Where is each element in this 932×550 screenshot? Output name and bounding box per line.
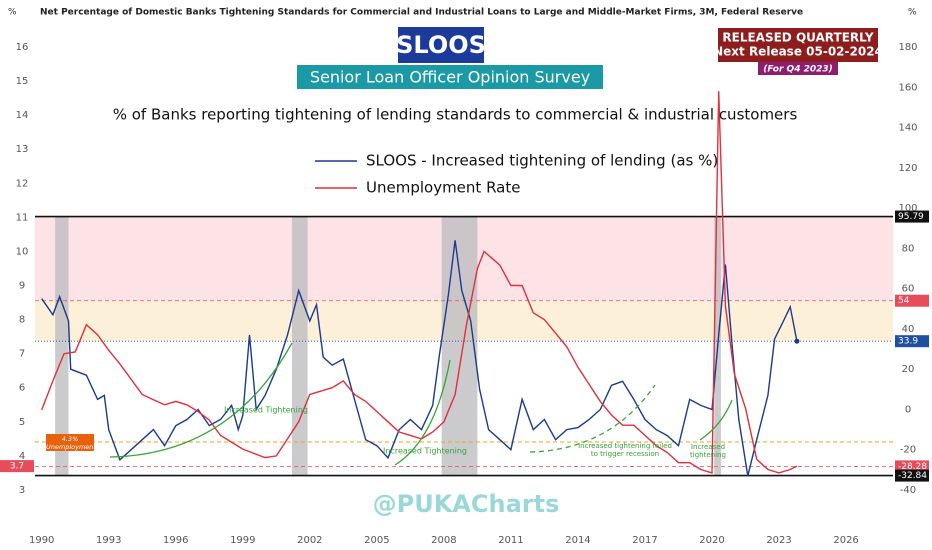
- y-tick-label: 5: [19, 417, 25, 428]
- x-tick-label: 1990: [29, 535, 54, 546]
- release-text: (For Q4 2023): [763, 65, 833, 75]
- annotation: Increased tightening failed to trigger r…: [578, 442, 672, 458]
- y-tick-label: 11: [16, 212, 29, 223]
- x-tick-label: 2026: [833, 535, 858, 546]
- axes-layer: 95.79 54 33.9 -28.28-32.84 3.7 3 4 5 6 7 8 9 10 11 12 1…: [0, 42, 929, 546]
- recession: [55, 216, 69, 476]
- value-flag-label: 54: [898, 296, 910, 306]
- y2-tick-label: 180: [898, 42, 917, 53]
- x-tick-label: 1999: [230, 535, 255, 546]
- x-tick-label: 2017: [632, 535, 657, 546]
- x-tick-label: 2020: [699, 535, 724, 546]
- watermark: @PUKACharts: [373, 490, 560, 518]
- y-tick-label: 6: [19, 383, 25, 394]
- value-flag: [895, 294, 929, 307]
- series-line: [41, 91, 798, 474]
- y2-tick-label: -20: [900, 445, 916, 456]
- series-line: [41, 240, 798, 477]
- y2-tick-label: 160: [898, 82, 917, 93]
- annotation-box: 4.3% Unemployment: [46, 435, 94, 451]
- subtitle-box: [297, 65, 603, 89]
- y-tick-label: 3: [19, 485, 25, 496]
- chart-title: SLOOS: [396, 31, 486, 59]
- value-flag: [895, 335, 929, 348]
- recession: [291, 216, 308, 476]
- y2-tick-label: 40: [902, 324, 915, 335]
- value-flag-label: -28.28: [898, 462, 927, 472]
- header: Net Percentage of Domestic Banks Tighten…: [40, 8, 803, 18]
- y2-unit: %: [908, 8, 917, 18]
- annotation: 4.3% Unemployment: [46, 435, 94, 451]
- y-tick-label: 4: [19, 451, 25, 462]
- value-flag: [895, 210, 929, 223]
- legend-label: SLOOS - Increased tightening of lending …: [366, 152, 718, 170]
- annotation-curve: [109, 342, 293, 458]
- value-flag-label: -32.84: [898, 471, 927, 481]
- annotation-curve: [699, 399, 733, 441]
- x-tick-label: 1996: [163, 535, 188, 546]
- annotation-box: [46, 434, 94, 451]
- value-flag: [895, 460, 929, 473]
- y-tick-label: 16: [16, 42, 29, 53]
- subtitle: Senior Loan Officer Opinion Survey: [310, 68, 590, 87]
- value-flag-label: 3.7: [10, 462, 24, 472]
- y2-tick-label: 0: [905, 404, 911, 415]
- y2-tick-label: 140: [898, 123, 917, 134]
- x-tick-label: 2002: [297, 535, 322, 546]
- recession: [441, 216, 478, 476]
- x-tick-label: 2014: [565, 535, 590, 546]
- description: % of Banks reporting tightening of lendi…: [113, 106, 798, 124]
- legend-label: Unemployment Rate: [366, 179, 520, 197]
- y-unit: %: [8, 8, 17, 18]
- y-tick-label: 7: [19, 349, 25, 360]
- value-flag-label: 33.9: [898, 337, 918, 347]
- y2-tick-label: 20: [902, 364, 915, 375]
- annotation-box: Increased tightening failed to trigger r…: [578, 442, 672, 458]
- value-flag: [895, 469, 929, 482]
- y-tick-label: 14: [16, 110, 29, 121]
- y-tick-label: 13: [16, 144, 29, 155]
- x-tick-label: 2005: [364, 535, 389, 546]
- y2-tick-label: 120: [898, 163, 917, 174]
- annotation: Increased Tightening: [383, 447, 467, 456]
- annotation-box: Increased tightening: [690, 443, 726, 459]
- y-tick-label: 9: [19, 280, 25, 291]
- y-tick-label: 12: [16, 178, 29, 189]
- release-box: [718, 28, 878, 62]
- lines-layer: [41, 91, 800, 477]
- annotation: Increased tightening: [690, 443, 726, 459]
- release-text: Next Release 05-02-2024: [713, 45, 883, 59]
- x-tick-label: 1993: [96, 535, 121, 546]
- annotation-curve: [394, 359, 451, 466]
- y-tick-label: 8: [19, 315, 25, 326]
- y2-tick-label: 100: [898, 203, 917, 214]
- annotation: Increased Tightening: [224, 406, 308, 415]
- y-tick-label: 10: [16, 246, 29, 257]
- value-flag: [0, 460, 34, 473]
- annotation-curve: [529, 384, 656, 453]
- value-flag-label: 95.79: [898, 212, 924, 222]
- x-tick-label: 2011: [498, 535, 523, 546]
- y2-tick-label: -40: [900, 485, 916, 496]
- y2-tick-label: 80: [902, 243, 915, 254]
- end-point: [794, 338, 800, 344]
- release-box: [758, 62, 838, 75]
- x-tick-label: 2008: [431, 535, 456, 546]
- y-tick-label: 15: [16, 76, 29, 87]
- release-text: RELEASED QUARTERLY: [722, 31, 874, 45]
- background-layer: [35, 215, 893, 477]
- x-tick-label: 2023: [766, 535, 791, 546]
- title-box: [398, 27, 484, 63]
- y2-tick-label: 60: [902, 284, 915, 295]
